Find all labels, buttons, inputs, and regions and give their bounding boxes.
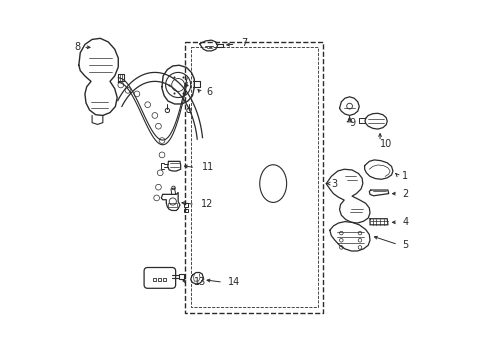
Text: 4: 4 (402, 217, 407, 227)
FancyBboxPatch shape (183, 203, 187, 207)
Text: 11: 11 (201, 162, 213, 172)
Text: 9: 9 (349, 118, 355, 128)
Text: 12: 12 (201, 199, 213, 210)
Text: 6: 6 (206, 87, 213, 97)
Text: 2: 2 (402, 189, 407, 199)
Text: 13: 13 (194, 277, 206, 287)
Text: 10: 10 (379, 139, 391, 149)
Text: 3: 3 (331, 179, 337, 189)
Text: 7: 7 (241, 38, 246, 48)
FancyBboxPatch shape (183, 209, 187, 212)
Text: 8: 8 (74, 42, 80, 52)
Text: 5: 5 (402, 239, 407, 249)
Text: 1: 1 (402, 171, 407, 181)
Text: 14: 14 (228, 277, 240, 287)
